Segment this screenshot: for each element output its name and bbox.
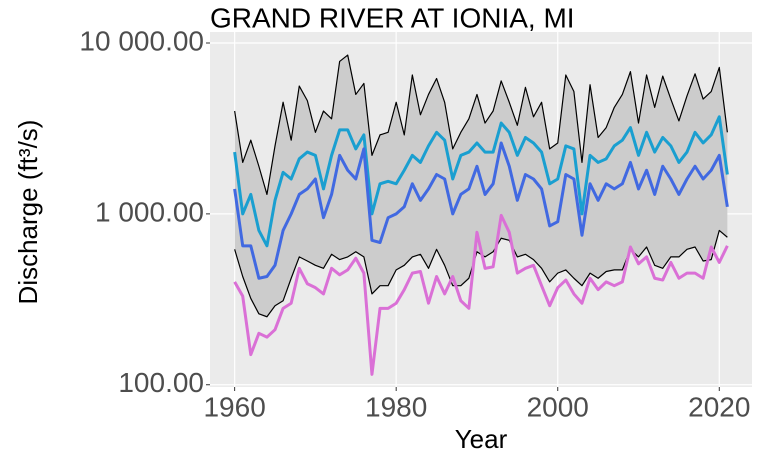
x-tick-label: 2020	[688, 391, 750, 422]
x-tick-label: 2000	[527, 391, 589, 422]
y-tick-label: 100.00	[118, 367, 204, 398]
y-tick-label: 10 000.00	[79, 25, 204, 56]
ribbon-fill	[234, 55, 728, 317]
y-tick-label: 1 000.00	[95, 196, 204, 227]
x-tick-label: 1960	[203, 391, 265, 422]
series-line	[233, 141, 729, 280]
x-axis-title: Year	[455, 424, 508, 454]
chart-title: GRAND RIVER AT IONIA, MI	[210, 2, 575, 33]
x-tick-label: 1980	[365, 391, 427, 422]
series-line	[233, 115, 729, 248]
y-axis-title: Discharge (ft³/s)	[13, 120, 43, 305]
ribbon-upper	[234, 54, 728, 196]
series-line	[233, 213, 729, 376]
